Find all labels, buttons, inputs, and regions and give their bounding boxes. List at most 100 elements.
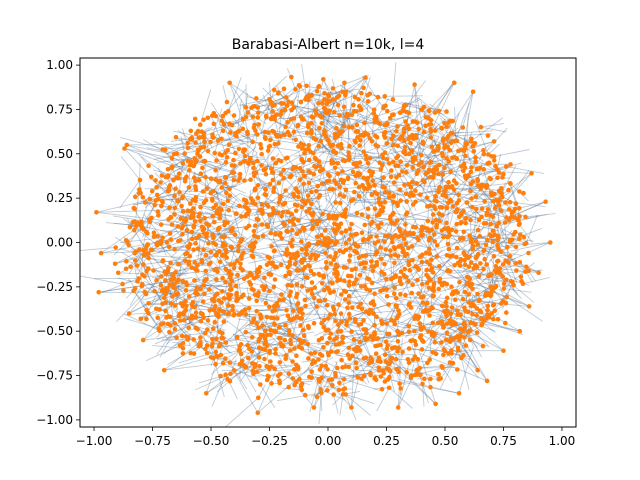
graph-node: [398, 269, 404, 275]
graph-node: [294, 314, 300, 320]
graph-edge: [195, 162, 233, 174]
graph-node: [364, 156, 369, 162]
graph-edge: [324, 97, 338, 128]
graph-edge: [350, 375, 360, 408]
graph-node: [386, 367, 392, 372]
graph-node: [154, 306, 159, 312]
graph-node: [400, 169, 405, 174]
graph-node: [386, 161, 392, 166]
graph-node: [171, 177, 176, 183]
graph-edge: [327, 126, 336, 141]
graph-node: [285, 209, 291, 215]
graph-node: [221, 121, 227, 127]
graph-node: [267, 304, 272, 310]
graph-edge: [302, 269, 308, 300]
graph-node: [444, 308, 450, 313]
graph-node: [429, 330, 435, 335]
graph-node: [153, 178, 158, 183]
graph-node: [432, 340, 438, 345]
graph-node: [210, 188, 216, 194]
graph-node: [298, 338, 304, 344]
graph-node: [139, 219, 144, 224]
graph-node: [436, 372, 442, 377]
graph-node: [374, 234, 379, 239]
graph-node: [168, 214, 173, 220]
graph-node: [228, 282, 233, 288]
graph-edge: [146, 309, 169, 341]
graph-node: [337, 248, 343, 253]
graph-edge: [358, 306, 382, 334]
graph-node: [353, 360, 359, 365]
graph-edge: [212, 108, 223, 135]
graph-node: [264, 314, 270, 320]
graph-edge: [300, 181, 303, 201]
graph-edge: [156, 323, 169, 338]
graph-node: [277, 360, 283, 365]
graph-node: [177, 318, 183, 323]
graph-node: [513, 229, 518, 235]
graph-node: [496, 199, 501, 205]
graph-node: [462, 146, 468, 151]
graph-node: [282, 132, 287, 138]
graph-node: [237, 171, 243, 177]
graph-node: [416, 126, 422, 132]
graph-node: [201, 117, 206, 123]
graph-node: [321, 77, 326, 82]
graph-node: [408, 140, 413, 146]
graph-node: [161, 367, 167, 373]
graph-edge: [305, 273, 338, 304]
graph-edge: [194, 176, 237, 179]
graph-node: [249, 349, 255, 354]
graph-node: [404, 199, 410, 204]
graph-node: [234, 134, 239, 139]
graph-node: [126, 311, 132, 316]
graph-node: [177, 311, 183, 317]
graph-node: [396, 234, 401, 240]
graph-node: [451, 187, 457, 193]
graph-node: [159, 288, 165, 294]
graph-node: [325, 285, 330, 291]
graph-node: [327, 335, 333, 341]
graph-edge: [216, 366, 247, 393]
graph-edge: [212, 184, 230, 201]
graph-node: [229, 122, 235, 128]
graph-edge: [191, 139, 227, 167]
graph-edge: [509, 201, 546, 218]
graph-node: [213, 177, 219, 183]
graph-edge: [257, 295, 276, 299]
graph-edge: [419, 374, 429, 404]
graph-edge: [218, 250, 253, 270]
graph-node: [343, 207, 349, 212]
graph-node: [192, 260, 198, 265]
graph-edge: [374, 257, 395, 264]
graph-node: [213, 252, 219, 258]
graph-node: [483, 242, 489, 248]
graph-node: [389, 136, 395, 142]
graph-node: [470, 243, 476, 249]
graph-node: [490, 239, 496, 245]
graph-node: [503, 320, 508, 326]
graph-edge: [257, 102, 272, 120]
graph-edge: [422, 82, 455, 148]
graph-edge: [439, 362, 454, 389]
graph-node: [287, 251, 292, 257]
graph-node: [384, 293, 390, 299]
graph-edge: [290, 291, 298, 310]
graph-node: [430, 305, 435, 311]
graph-node: [155, 315, 160, 321]
graph-node: [426, 329, 431, 334]
graph-node: [157, 307, 162, 312]
graph-node: [346, 311, 352, 317]
graph-edge: [434, 80, 455, 113]
graph-edge: [376, 387, 390, 412]
graph-node: [317, 164, 323, 169]
graph-node: [294, 353, 299, 359]
x-tick-label: −0.75: [134, 434, 171, 448]
graph-node: [347, 226, 353, 232]
graph-node: [251, 228, 257, 234]
graph-node: [469, 240, 475, 245]
graph-node: [439, 282, 445, 288]
graph-node: [302, 392, 308, 398]
graph-edge: [474, 242, 551, 250]
graph-node: [279, 213, 284, 219]
